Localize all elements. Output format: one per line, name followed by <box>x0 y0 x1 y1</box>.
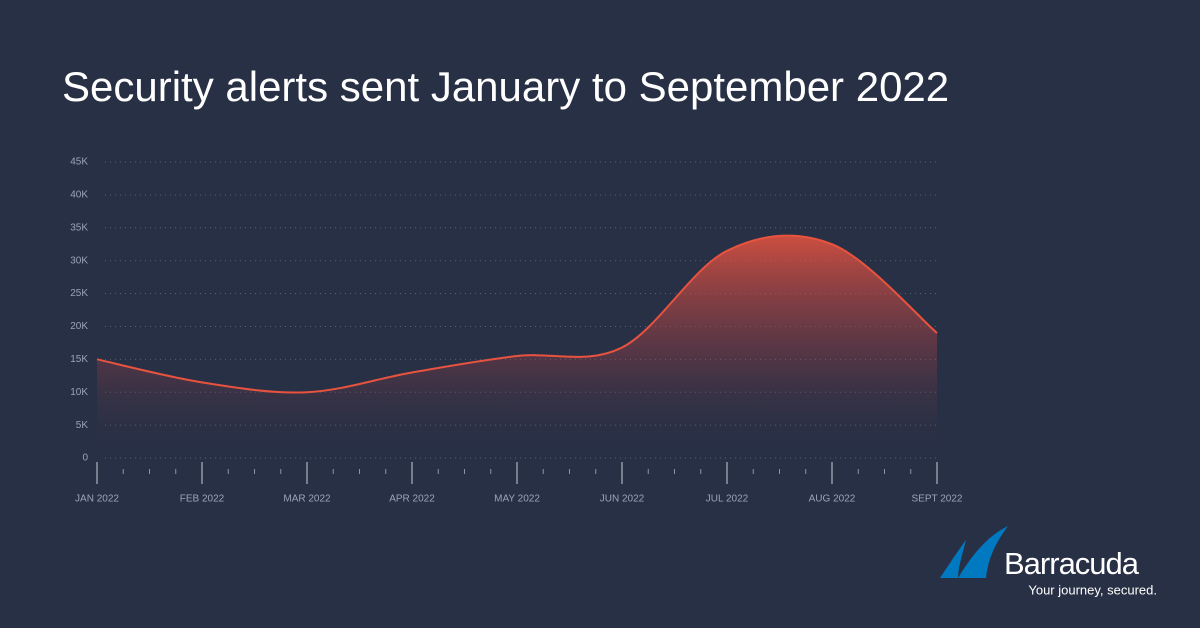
y-tick-label: 25K <box>70 288 88 299</box>
y-tick-label: 15K <box>70 354 88 365</box>
x-tick-label: JUL 2022 <box>706 494 749 505</box>
x-tick-label: JUN 2022 <box>600 494 645 505</box>
y-tick-label: 10K <box>70 387 88 398</box>
x-tick-label: FEB 2022 <box>180 494 225 505</box>
y-tick-label: 0 <box>82 453 88 464</box>
chart-title: Security alerts sent January to Septembe… <box>62 63 949 110</box>
logo: Barracuda Your journey, secured. <box>940 526 1157 597</box>
x-tick-label: APR 2022 <box>389 494 435 505</box>
y-tick-label: 5K <box>76 420 89 431</box>
area <box>97 235 937 458</box>
y-tick-label: 40K <box>70 190 88 201</box>
y-tick-label: 45K <box>70 157 88 168</box>
x-tick-label: MAR 2022 <box>283 494 331 505</box>
x-tick-label: SEPT 2022 <box>912 494 963 505</box>
y-tick-label: 30K <box>70 255 88 266</box>
x-tick-label: MAY 2022 <box>494 494 540 505</box>
logo-fin <box>958 526 1008 578</box>
logo-tagline: Your journey, secured. <box>1028 582 1157 597</box>
x-tick-label: JAN 2022 <box>75 494 119 505</box>
logo-name: Barracuda <box>1004 546 1140 581</box>
y-tick-label: 35K <box>70 222 88 233</box>
y-tick-label: 20K <box>70 321 88 332</box>
x-tick-label: AUG 2022 <box>809 494 856 505</box>
line <box>96 234 938 394</box>
logo-fin <box>940 540 966 578</box>
